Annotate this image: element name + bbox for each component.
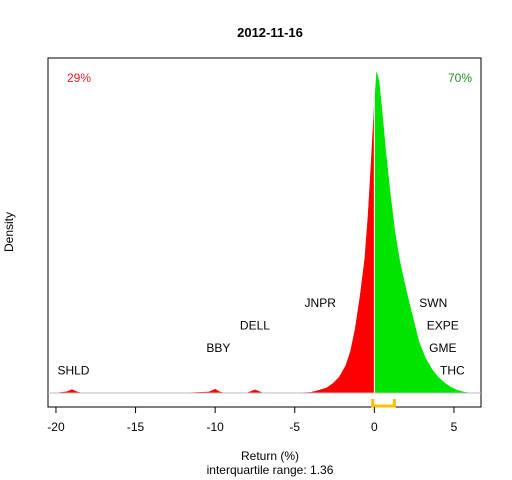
ticker-annotation: GME	[429, 341, 456, 355]
chart-title: 2012-11-16	[237, 25, 303, 40]
x-tick-label: -20	[47, 420, 65, 434]
plot-frame	[47, 57, 482, 408]
iqr-bracket	[371, 399, 396, 408]
ticker-annotation: SHLD	[57, 363, 89, 377]
y-axis-label: Density	[2, 212, 16, 252]
positive-share-label: 70%	[448, 71, 472, 85]
x-tick-label: 0	[371, 420, 378, 434]
iqr-subtitle: interquartile range: 1.36	[207, 463, 334, 477]
ticker-annotation: EXPE	[427, 318, 459, 332]
negative-share-label: 29%	[67, 71, 91, 85]
ticker-annotation: THC	[440, 363, 465, 377]
x-tick-label: 5	[451, 420, 458, 434]
x-tick-label: -10	[206, 420, 224, 434]
x-axis-label: Return (%)	[241, 449, 299, 463]
x-tick-label: -15	[127, 420, 145, 434]
x-tick-label: -5	[289, 420, 300, 434]
ticker-annotation: BBY	[206, 341, 230, 355]
ticker-annotation: DELL	[240, 318, 270, 332]
positive-density-area	[374, 71, 470, 394]
ticker-annotation: JNPR	[305, 296, 337, 310]
ticker-annotation: SWN	[419, 296, 447, 310]
